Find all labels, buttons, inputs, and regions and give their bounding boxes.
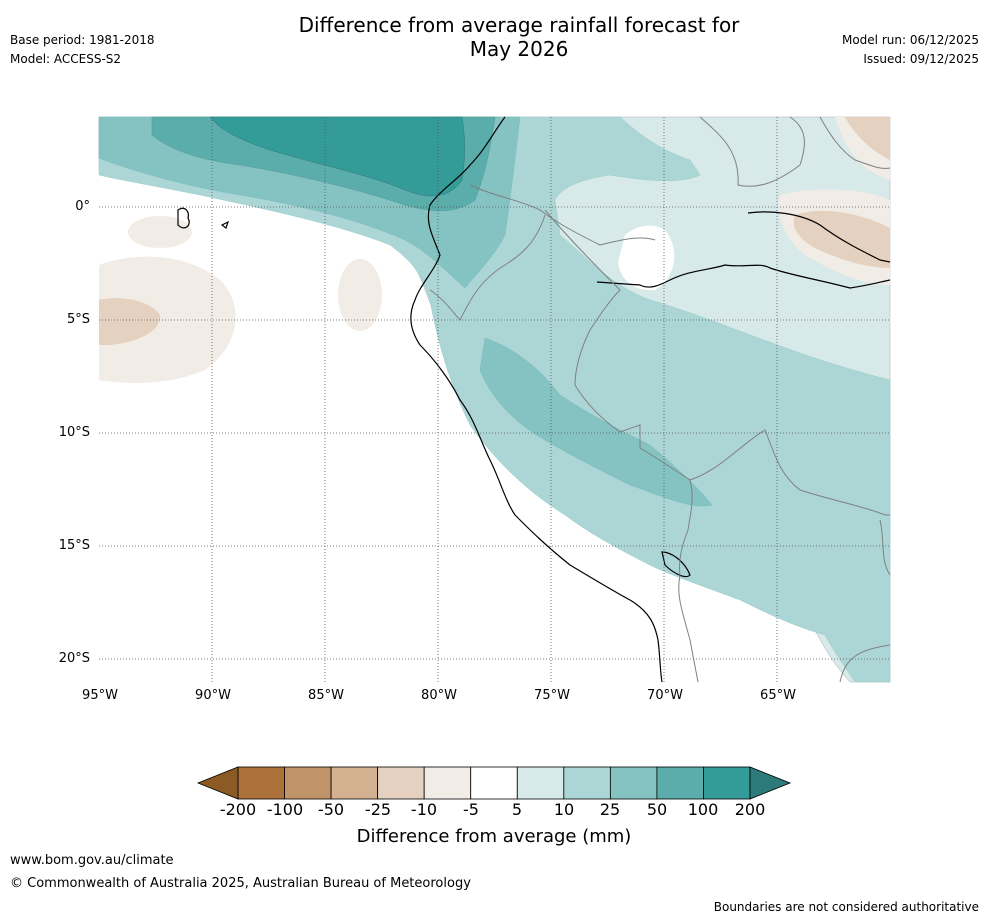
gridlines [99,117,890,682]
anomaly-region-dry-west-core [99,298,161,345]
anomaly-region-neutral-amazon [618,225,675,291]
border-bolivia-chile [879,519,891,576]
anomaly-region-25-50-andes [479,337,713,507]
lon-label-70w: 70°W [647,688,683,703]
colorbar-tick-1: -100 [266,800,304,819]
lon-label-90w: 90°W [195,688,231,703]
footer-copyright: © Commonwealth of Australia 2025, Austra… [10,876,471,891]
lon-label-75w: 75°W [534,688,570,703]
colorbar-cell-1 [284,766,332,800]
lat-label-20s: 20°S [58,651,90,666]
anomaly-region-dry-islands [128,216,192,248]
base-period-text: Base period: 1981-2018 [10,33,155,47]
lon-label-80w: 80°W [421,688,457,703]
colorbar-tick-4: -10 [410,800,438,819]
border-peru-bolivia [639,447,699,683]
colorbar-tick-8: 25 [599,800,621,819]
coastline [177,116,891,683]
border-colombia-ecuador [469,184,656,246]
colorbar-cell-5 [470,766,518,800]
lat-label-15s: 15°S [58,538,90,553]
anomaly-region-dry-corner-core [845,117,890,160]
colorbar-tick-6: 5 [511,800,523,819]
galapagos-island-2 [220,220,230,229]
colorbar-tick-0: -200 [219,800,257,819]
anomaly-region-100-200 [209,116,465,197]
footer-disclaimer: Boundaries are not considered authoritat… [713,900,979,914]
border-ecuador-peru [429,214,546,321]
footer-url[interactable]: www.bom.gov.au/climate [10,853,174,868]
colorbar-cell-6 [516,766,565,800]
colorbar-cell-2 [330,766,379,800]
colorbar-cell-10 [703,766,751,800]
colorbar-label: Difference from average (mm) [356,826,632,847]
colorbar-tick-2: -50 [317,800,345,819]
country-borders [429,116,891,683]
lat-label-0: 0° [75,199,90,214]
model-text: Model: ACCESS-S2 [10,52,122,66]
colorbar-cell-3 [377,766,425,800]
colorbar-cell-8 [609,766,658,800]
map-title-line1: Difference from average rainfall forecas… [298,13,740,37]
border-guyana [819,116,891,169]
border-brazil-paraguay [839,644,891,683]
colorbar-cell-4 [423,766,472,800]
lon-label-65w: 65°W [760,688,796,703]
colorbar-tick-10: 100 [687,800,719,819]
anomaly-region-dry-offshore [338,259,382,331]
colorbar-cell-7 [563,766,611,800]
anomaly-region-dry-west [99,256,236,383]
lon-label-85w: 85°W [308,688,344,703]
coastline-caribbean [747,211,891,263]
coastline-pacific [410,116,663,683]
colorbar-cells [196,766,792,800]
colorbar-cell-0 [237,766,285,800]
anomaly-field [98,116,891,683]
model-run-text: Model run: 06/12/2025 [841,33,979,47]
issued-text: Issued: 09/12/2025 [863,52,979,66]
lake-titicaca [661,551,691,578]
lat-label-10s: 10°S [58,425,90,440]
colorbar-over-arrow [749,766,792,800]
border-bolivia-brazil [689,429,890,516]
border-venezuela [699,116,805,187]
anomaly-region-10-25 [98,116,891,683]
colorbar-under-arrow [196,766,239,800]
galapagos-island-1 [177,207,190,229]
border-peru-brazil [544,209,641,448]
colorbar-tick-7: 10 [553,800,575,819]
colorbar-tick-11: 200 [734,800,766,819]
colorbar-tick-5: -5 [463,800,479,819]
map-title-line2: May 2026 [469,37,569,61]
colorbar-tick-9: 50 [646,800,668,819]
colorbar-cell-9 [656,766,704,800]
coastline-amazon-delta [596,264,891,289]
lon-label-95w: 95°W [82,688,118,703]
colorbar-tick-3: -25 [364,800,392,819]
lat-label-5s: 5°S [66,312,90,327]
